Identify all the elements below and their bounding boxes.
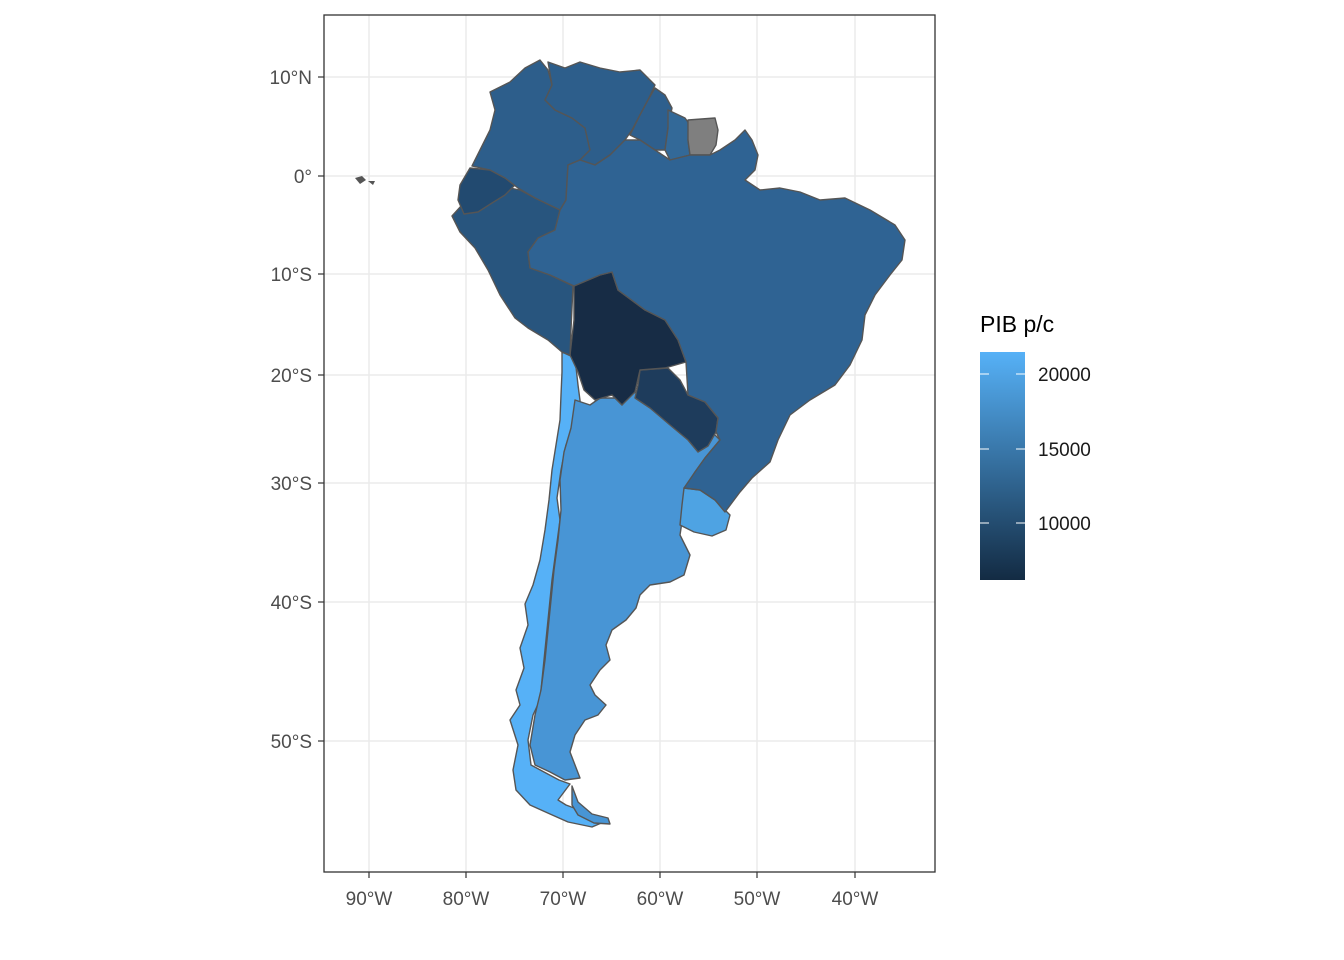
legend-colorbar [980, 352, 1025, 580]
y-tick-label: 20°S [271, 366, 312, 387]
countries [451, 59, 906, 828]
legend-label: 10000 [1038, 514, 1091, 535]
country-argentina-tdf [571, 785, 611, 825]
x-tick-label: 60°W [637, 889, 684, 910]
country-paraguay[interactable] [634, 367, 719, 453]
x-tick-label: 70°W [540, 889, 587, 910]
y-tick-label: 50°S [271, 732, 312, 753]
x-axis-labels: 90°W 80°W 70°W 60°W 50°W 40°W [346, 889, 879, 910]
y-tick-label: 10°S [271, 265, 312, 286]
x-tick-label: 80°W [443, 889, 490, 910]
country-french-guiana[interactable] [687, 117, 719, 156]
y-tick-label: 40°S [271, 593, 312, 614]
map-panel-border [323, 14, 936, 873]
y-axis-labels: 10°N 0° 10°S 20°S 30°S 40°S 50°S [270, 68, 312, 753]
y-tick-label: 30°S [271, 474, 312, 495]
x-tick-label: 40°W [832, 889, 879, 910]
y-tick-label: 10°N [270, 68, 312, 89]
x-tick-label: 50°W [734, 889, 781, 910]
legend-label: 20000 [1038, 365, 1091, 386]
galapagos-islands [355, 176, 375, 185]
legend-label: 15000 [1038, 440, 1091, 461]
country-brazil[interactable] [527, 129, 906, 513]
x-tick-label: 90°W [346, 889, 393, 910]
axis-ticks [318, 76, 856, 878]
legend: PIB p/c 20000 15000 10000 [980, 311, 1091, 580]
legend-title: PIB p/c [980, 311, 1054, 337]
y-tick-label: 0° [294, 167, 312, 188]
